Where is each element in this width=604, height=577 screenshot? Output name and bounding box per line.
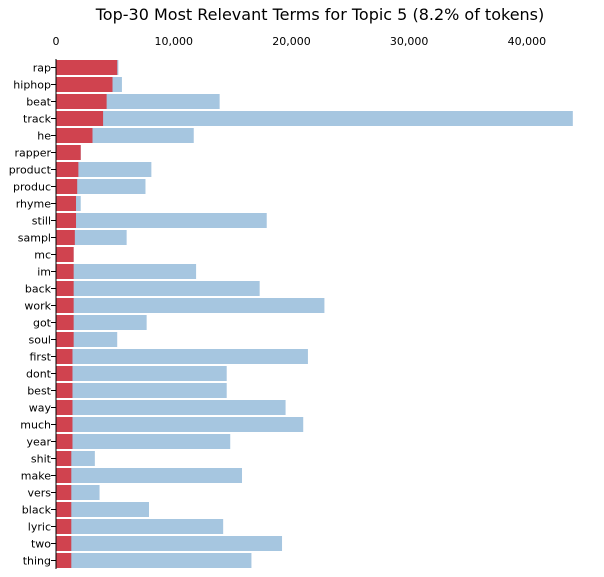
- x-tick-label: 40,000: [508, 35, 547, 48]
- overall-frequency-bar: [56, 400, 286, 415]
- topic-frequency-bar: [56, 434, 73, 449]
- y-tick-label: still: [32, 215, 51, 228]
- y-tick-label: rap: [33, 62, 51, 75]
- overall-frequency-bar: [56, 349, 308, 364]
- topic-frequency-bar: [56, 332, 74, 347]
- overall-frequency-bar: [56, 315, 147, 330]
- y-tick-label: vers: [27, 487, 51, 500]
- topic-frequency-bar: [56, 77, 113, 92]
- y-tick-label: hiphop: [13, 79, 51, 92]
- topic-frequency-bar: [56, 179, 78, 194]
- topic-frequency-bar: [56, 349, 73, 364]
- y-tick-label: produc: [13, 181, 51, 194]
- topic-frequency-bar: [56, 298, 74, 313]
- overall-term-frequency-bars: [56, 60, 573, 568]
- overall-frequency-bar: [56, 383, 227, 398]
- y-tick-label: way: [29, 402, 52, 415]
- topic-frequency-bar: [56, 468, 72, 483]
- y-tick-label: black: [22, 504, 52, 517]
- y-axis: rap hiphop beat track he rapper product produc r…: [9, 59, 57, 569]
- y-tick-label: beat: [26, 96, 51, 109]
- overall-frequency-bar: [56, 298, 325, 313]
- y-tick-label: dont: [26, 368, 52, 381]
- overall-frequency-bar: [56, 536, 283, 551]
- overall-frequency-bar: [56, 519, 224, 534]
- topic-frequency-bar: [56, 553, 72, 568]
- overall-frequency-bar: [56, 366, 227, 381]
- y-tick-label: much: [20, 419, 51, 432]
- y-tick-label: track: [23, 113, 52, 126]
- topic-frequency-bar: [56, 264, 74, 279]
- topic-frequency-bar: [56, 196, 77, 211]
- y-tick-label: first: [30, 351, 52, 364]
- y-tick-label: two: [31, 538, 51, 551]
- overall-frequency-bar: [56, 434, 231, 449]
- overall-frequency-bar: [56, 179, 146, 194]
- x-tick-label: 0: [53, 35, 60, 48]
- topic-frequency-bar: [56, 60, 118, 75]
- y-tick-label: rhyme: [16, 198, 52, 211]
- y-tick-label: soul: [29, 334, 52, 347]
- topic-frequency-bar: [56, 451, 72, 466]
- y-tick-label: rapper: [14, 147, 51, 160]
- topic-term-frequency-bars: [56, 60, 118, 568]
- y-tick-label: im: [37, 266, 51, 279]
- topic-frequency-bar: [56, 281, 74, 296]
- x-tick-label: 10,000: [154, 35, 193, 48]
- y-tick-label: he: [37, 130, 51, 143]
- y-tick-label: lyric: [28, 521, 51, 534]
- overall-frequency-bar: [56, 213, 267, 228]
- topic-frequency-bar: [56, 230, 75, 245]
- y-tick-label: got: [33, 317, 52, 330]
- x-axis: 0 10,000 20,000 30,000 40,000: [53, 35, 547, 48]
- x-tick-label: 30,000: [390, 35, 429, 48]
- y-tick-label: best: [27, 385, 51, 398]
- overall-frequency-bar: [56, 417, 304, 432]
- y-tick-label: mc: [34, 249, 51, 262]
- topic-frequency-bar: [56, 485, 72, 500]
- y-tick-label: thing: [23, 555, 51, 568]
- y-tick-label: year: [26, 436, 51, 449]
- topic-frequency-bar: [56, 128, 93, 143]
- overall-frequency-bar: [56, 111, 573, 126]
- y-tick-label: product: [9, 164, 52, 177]
- overall-frequency-bar: [56, 502, 150, 517]
- topic-frequency-bar: [56, 162, 79, 177]
- topic-frequency-bar: [56, 519, 72, 534]
- y-tick-label: back: [25, 283, 52, 296]
- topic-frequency-bar: [56, 315, 74, 330]
- overall-frequency-bar: [56, 162, 152, 177]
- overall-frequency-bar: [56, 281, 260, 296]
- topic-frequency-bar: [56, 383, 73, 398]
- overall-frequency-bar: [56, 264, 197, 279]
- overall-frequency-bar: [56, 468, 243, 483]
- overall-frequency-bar: [56, 553, 252, 568]
- topic-frequency-bar: [56, 536, 72, 551]
- topic-frequency-bar: [56, 417, 73, 432]
- topic-frequency-bar: [56, 247, 74, 262]
- topic-frequency-bar: [56, 502, 72, 517]
- topic-frequency-bar: [56, 94, 107, 109]
- y-tick-label: shit: [31, 453, 52, 466]
- y-tick-label: make: [21, 470, 51, 483]
- topic-frequency-bar: [56, 145, 81, 160]
- chart-title: Top-30 Most Relevant Terms for Topic 5 (…: [95, 5, 545, 24]
- y-tick-label: sampl: [18, 232, 51, 245]
- topic-frequency-bar: [56, 111, 104, 126]
- topic-frequency-bar: [56, 366, 73, 381]
- y-tick-label: work: [24, 300, 51, 313]
- x-tick-label: 20,000: [272, 35, 311, 48]
- topic-frequency-bar: [56, 400, 73, 415]
- topic-frequency-bar: [56, 213, 77, 228]
